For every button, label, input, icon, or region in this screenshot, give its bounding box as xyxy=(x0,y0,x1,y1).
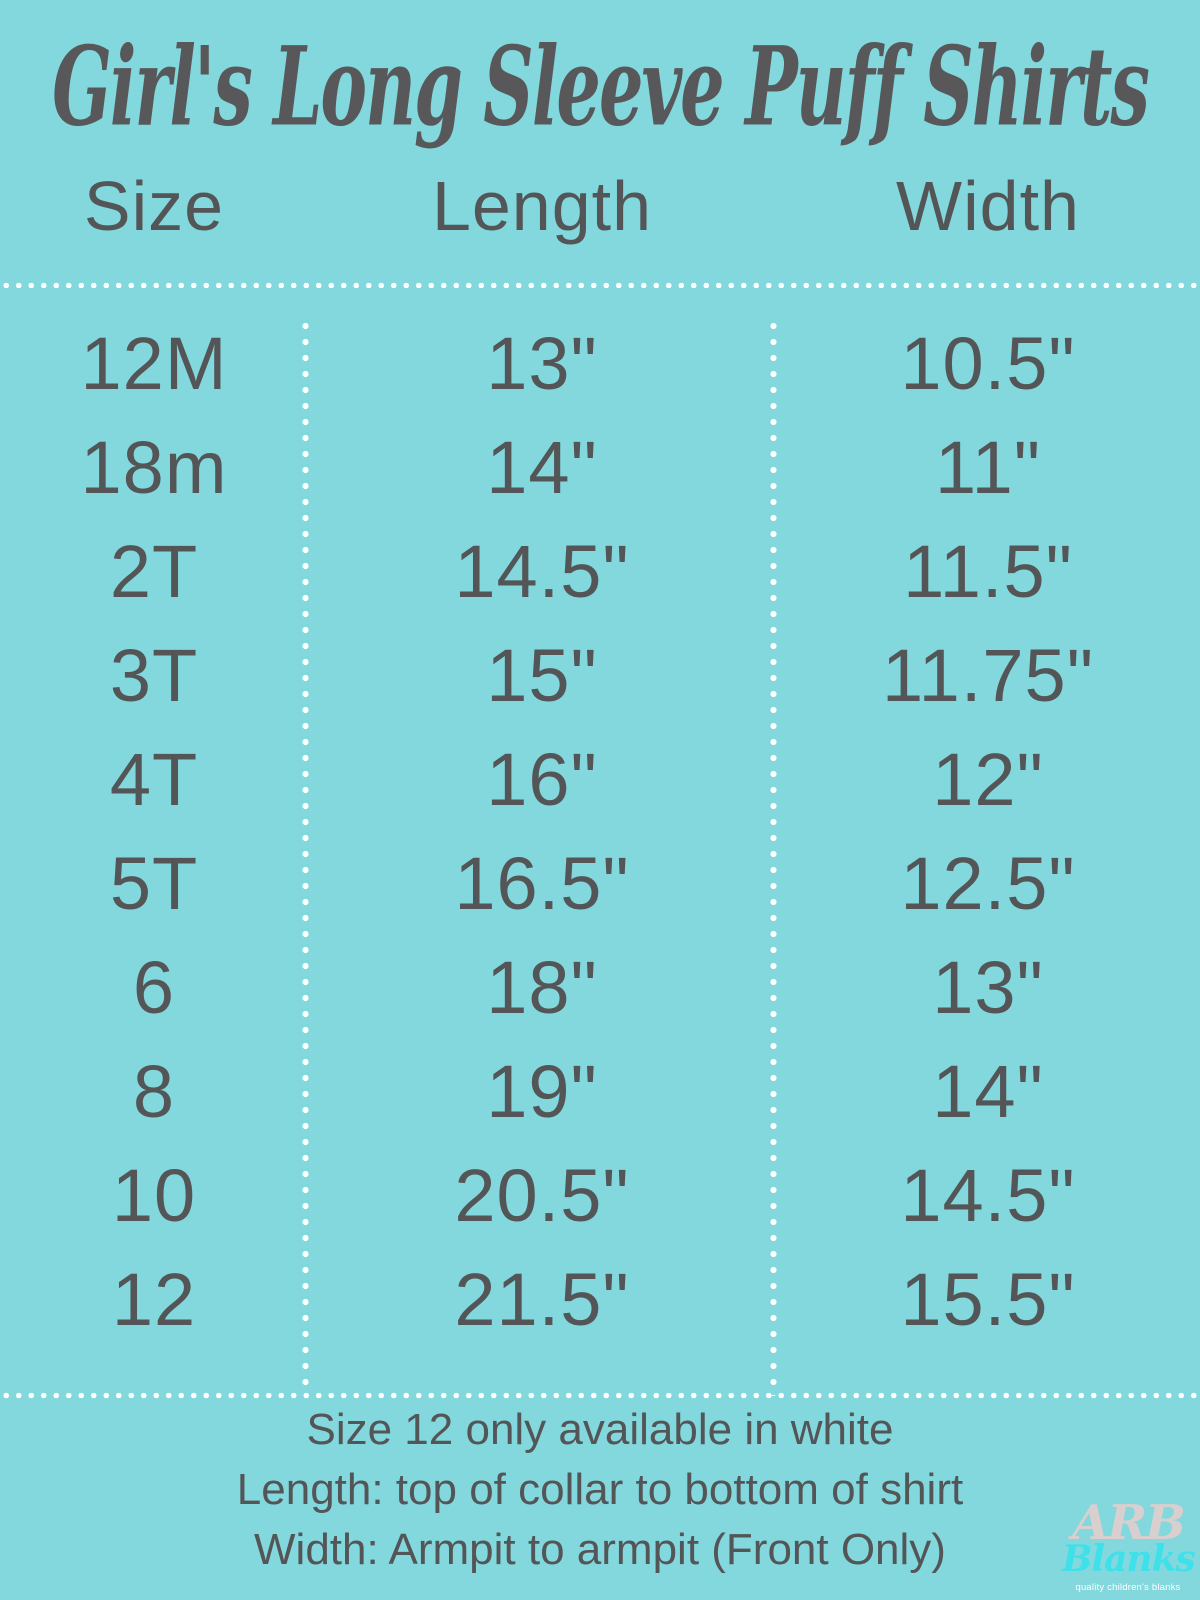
divider-horizontal-bottom xyxy=(0,1392,1200,1399)
length-cell: 16.5" xyxy=(454,842,630,925)
length-cell: 19" xyxy=(486,1050,598,1133)
note-length-definition: Length: top of collar to bottom of shirt xyxy=(236,1465,964,1514)
width-cell: 10.5" xyxy=(900,322,1076,405)
table-row: 10 20.5" 14.5" xyxy=(0,1144,1200,1248)
width-cell: 13" xyxy=(932,946,1044,1029)
length-cell: 14.5" xyxy=(454,530,630,613)
width-cell: 12.5" xyxy=(900,842,1076,925)
size-cell: 3T xyxy=(109,634,199,717)
page-title: Girl's Long Sleeve Puff Shirts xyxy=(52,22,1150,151)
length-cell: 20.5" xyxy=(454,1154,630,1237)
length-cell: 21.5" xyxy=(454,1258,630,1341)
length-cell: 18" xyxy=(486,946,598,1029)
width-cell: 11.75" xyxy=(882,634,1094,717)
table-row: 8 19" 14" xyxy=(0,1040,1200,1144)
length-cell: 16" xyxy=(486,738,598,821)
table-row: 4T 16" 12" xyxy=(0,728,1200,832)
size-cell: 8 xyxy=(132,1050,176,1133)
table-row: 5T 16.5" 12.5" xyxy=(0,832,1200,936)
length-cell: 14" xyxy=(486,426,598,509)
table-row: 3T 15" 11.75" xyxy=(0,624,1200,728)
size-cell: 6 xyxy=(132,946,176,1029)
size-cell: 12M xyxy=(80,322,228,405)
divider-horizontal-top xyxy=(0,282,1200,289)
divider-vertical-right xyxy=(770,318,777,1396)
note-size-12: Size 12 only available in white xyxy=(306,1405,894,1454)
column-header-length: Length xyxy=(431,167,653,245)
table-row: 18m 14" 11" xyxy=(0,416,1200,520)
logo-arb-text: ARB xyxy=(1072,1494,1186,1551)
logo-blanks-text: Blanks xyxy=(1062,1537,1196,1580)
logo-tagline: quality children's blanks xyxy=(1075,1581,1181,1593)
divider-vertical-left xyxy=(302,318,309,1396)
footnotes: Size 12 only available in white Length: … xyxy=(0,1400,1200,1580)
table-body: 12M 13" 10.5" 18m 14" 11" 2T 14.5" 11.5"… xyxy=(0,312,1200,1352)
width-cell: 11" xyxy=(934,426,1042,509)
size-cell: 10 xyxy=(111,1154,197,1237)
size-cell: 4T xyxy=(109,738,199,821)
table-row: 6 18" 13" xyxy=(0,936,1200,1040)
size-cell: 18m xyxy=(80,426,228,509)
width-cell: 14" xyxy=(932,1050,1044,1133)
table-header-row: Size Length Width xyxy=(0,166,1200,246)
width-cell: 12" xyxy=(932,738,1044,821)
table-row: 12 21.5" 15.5" xyxy=(0,1248,1200,1352)
brand-logo: ARB Blanks quality children's blanks xyxy=(1062,1494,1196,1593)
size-cell: 12 xyxy=(111,1258,197,1341)
size-cell: 5T xyxy=(109,842,199,925)
column-header-size: Size xyxy=(83,167,225,245)
width-cell: 11.5" xyxy=(903,530,1073,613)
table-row: 2T 14.5" 11.5" xyxy=(0,520,1200,624)
size-cell: 2T xyxy=(109,530,199,613)
width-cell: 15.5" xyxy=(900,1258,1076,1341)
note-width-definition: Width: Armpit to armpit (Front Only) xyxy=(254,1525,946,1574)
length-cell: 15" xyxy=(486,634,598,717)
width-cell: 14.5" xyxy=(900,1154,1076,1237)
column-header-width: Width xyxy=(896,167,1080,245)
length-cell: 13" xyxy=(486,322,598,405)
table-row: 12M 13" 10.5" xyxy=(0,312,1200,416)
